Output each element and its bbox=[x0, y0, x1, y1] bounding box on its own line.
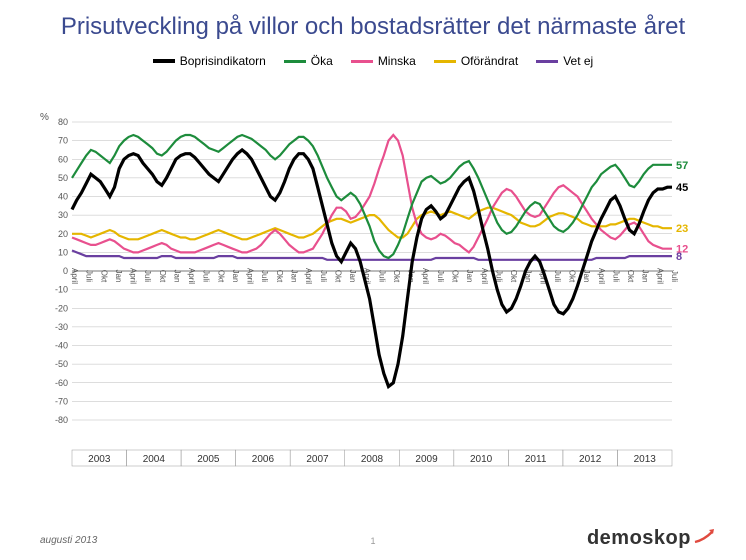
svg-text:Juli: Juli bbox=[553, 270, 562, 282]
svg-text:Juli: Juli bbox=[85, 270, 94, 282]
logo-text: demoskop bbox=[587, 527, 691, 550]
svg-text:April: April bbox=[304, 268, 313, 284]
svg-text:Juli: Juli bbox=[377, 270, 386, 282]
line-chart-svg: -80 -70 -60 -50 -40 -30 -20 -10 0 10 20 30 40 50 60 70 8… bbox=[50, 118, 700, 478]
svg-text:Jan: Jan bbox=[290, 270, 299, 283]
legend-swatch bbox=[351, 60, 373, 63]
svg-text:Okt: Okt bbox=[275, 270, 284, 283]
svg-text:-70: -70 bbox=[55, 396, 68, 406]
svg-text:20: 20 bbox=[58, 229, 68, 239]
svg-text:2012: 2012 bbox=[579, 454, 602, 465]
svg-text:2010: 2010 bbox=[470, 454, 493, 465]
brand-logo: demoskop bbox=[587, 526, 718, 550]
svg-text:-10: -10 bbox=[55, 285, 68, 295]
svg-text:2005: 2005 bbox=[197, 454, 220, 465]
svg-text:Juli: Juli bbox=[202, 270, 211, 282]
svg-text:2003: 2003 bbox=[88, 454, 111, 465]
svg-text:Okt: Okt bbox=[626, 270, 635, 283]
svg-text:40: 40 bbox=[58, 192, 68, 202]
svg-text:-80: -80 bbox=[55, 415, 68, 425]
svg-text:2013: 2013 bbox=[634, 454, 657, 465]
svg-text:30: 30 bbox=[58, 210, 68, 220]
logo-arrow-icon bbox=[694, 526, 718, 544]
svg-text:2006: 2006 bbox=[252, 454, 275, 465]
svg-text:-20: -20 bbox=[55, 303, 68, 313]
svg-text:April: April bbox=[187, 268, 196, 284]
chart-area: -80 -70 -60 -50 -40 -30 -20 -10 0 10 20 30 40 50 60 70 8… bbox=[50, 118, 700, 478]
legend-item: Vet ej bbox=[536, 54, 593, 68]
svg-text:-50: -50 bbox=[55, 359, 68, 369]
svg-text:Jan: Jan bbox=[172, 270, 181, 283]
legend-label: Oförändrat bbox=[461, 54, 518, 68]
svg-text:50: 50 bbox=[58, 173, 68, 183]
footer-date: augusti 2013 bbox=[40, 535, 97, 546]
svg-text:0: 0 bbox=[63, 266, 68, 276]
svg-text:April: April bbox=[129, 268, 138, 284]
svg-text:70: 70 bbox=[58, 136, 68, 146]
svg-text:Okt: Okt bbox=[568, 270, 577, 283]
legend-label: Vet ej bbox=[563, 54, 593, 68]
svg-text:Juli: Juli bbox=[611, 270, 620, 282]
svg-text:April: April bbox=[70, 268, 79, 284]
svg-text:Juli: Juli bbox=[436, 270, 445, 282]
legend-label: Boprisindikatorn bbox=[180, 54, 266, 68]
legend-swatch bbox=[434, 60, 456, 63]
chart-title: Prisutveckling på villor och bostadsrätt… bbox=[0, 0, 746, 48]
svg-text:Jan: Jan bbox=[465, 270, 474, 283]
svg-text:April: April bbox=[597, 268, 606, 284]
legend-swatch bbox=[536, 60, 558, 63]
svg-text:2004: 2004 bbox=[143, 454, 166, 465]
svg-text:Okt: Okt bbox=[509, 270, 518, 283]
svg-text:2009: 2009 bbox=[415, 454, 438, 465]
legend-label: Öka bbox=[311, 54, 333, 68]
svg-text:Okt: Okt bbox=[99, 270, 108, 283]
svg-text:2008: 2008 bbox=[361, 454, 384, 465]
svg-text:April: April bbox=[421, 268, 430, 284]
svg-text:45: 45 bbox=[676, 182, 688, 194]
svg-text:60: 60 bbox=[58, 154, 68, 164]
legend-item: Öka bbox=[284, 54, 333, 68]
svg-text:57: 57 bbox=[676, 160, 688, 172]
legend-label: Minska bbox=[378, 54, 416, 68]
svg-text:April: April bbox=[246, 268, 255, 284]
svg-text:-60: -60 bbox=[55, 378, 68, 388]
svg-text:-30: -30 bbox=[55, 322, 68, 332]
svg-text:Juli: Juli bbox=[319, 270, 328, 282]
svg-text:2007: 2007 bbox=[306, 454, 329, 465]
legend-item: Minska bbox=[351, 54, 416, 68]
svg-text:80: 80 bbox=[58, 117, 68, 127]
svg-text:Juli: Juli bbox=[260, 270, 269, 282]
svg-text:Okt: Okt bbox=[392, 270, 401, 283]
svg-text:Jan: Jan bbox=[641, 270, 650, 283]
svg-text:April: April bbox=[480, 268, 489, 284]
y-axis-unit: % bbox=[40, 112, 49, 123]
svg-text:23: 23 bbox=[676, 223, 688, 235]
svg-text:Juli: Juli bbox=[143, 270, 152, 282]
svg-text:Juli: Juli bbox=[670, 270, 679, 282]
svg-text:Okt: Okt bbox=[216, 270, 225, 283]
svg-text:8: 8 bbox=[676, 251, 682, 263]
legend: Boprisindikatorn Öka Minska Oförändrat Vet e… bbox=[0, 54, 746, 68]
svg-text:Jan: Jan bbox=[114, 270, 123, 283]
legend-swatch bbox=[284, 60, 306, 63]
svg-text:-40: -40 bbox=[55, 341, 68, 351]
legend-item: Boprisindikatorn bbox=[153, 54, 266, 68]
svg-text:Okt: Okt bbox=[333, 270, 342, 283]
svg-text:Jan: Jan bbox=[231, 270, 240, 283]
legend-item: Oförändrat bbox=[434, 54, 518, 68]
svg-text:10: 10 bbox=[58, 247, 68, 257]
svg-text:Okt: Okt bbox=[158, 270, 167, 283]
page-number: 1 bbox=[370, 536, 375, 546]
legend-swatch bbox=[153, 59, 175, 63]
svg-text:April: April bbox=[655, 268, 664, 284]
svg-text:Jan: Jan bbox=[348, 270, 357, 283]
svg-text:2011: 2011 bbox=[525, 454, 547, 465]
svg-text:Okt: Okt bbox=[450, 270, 459, 283]
